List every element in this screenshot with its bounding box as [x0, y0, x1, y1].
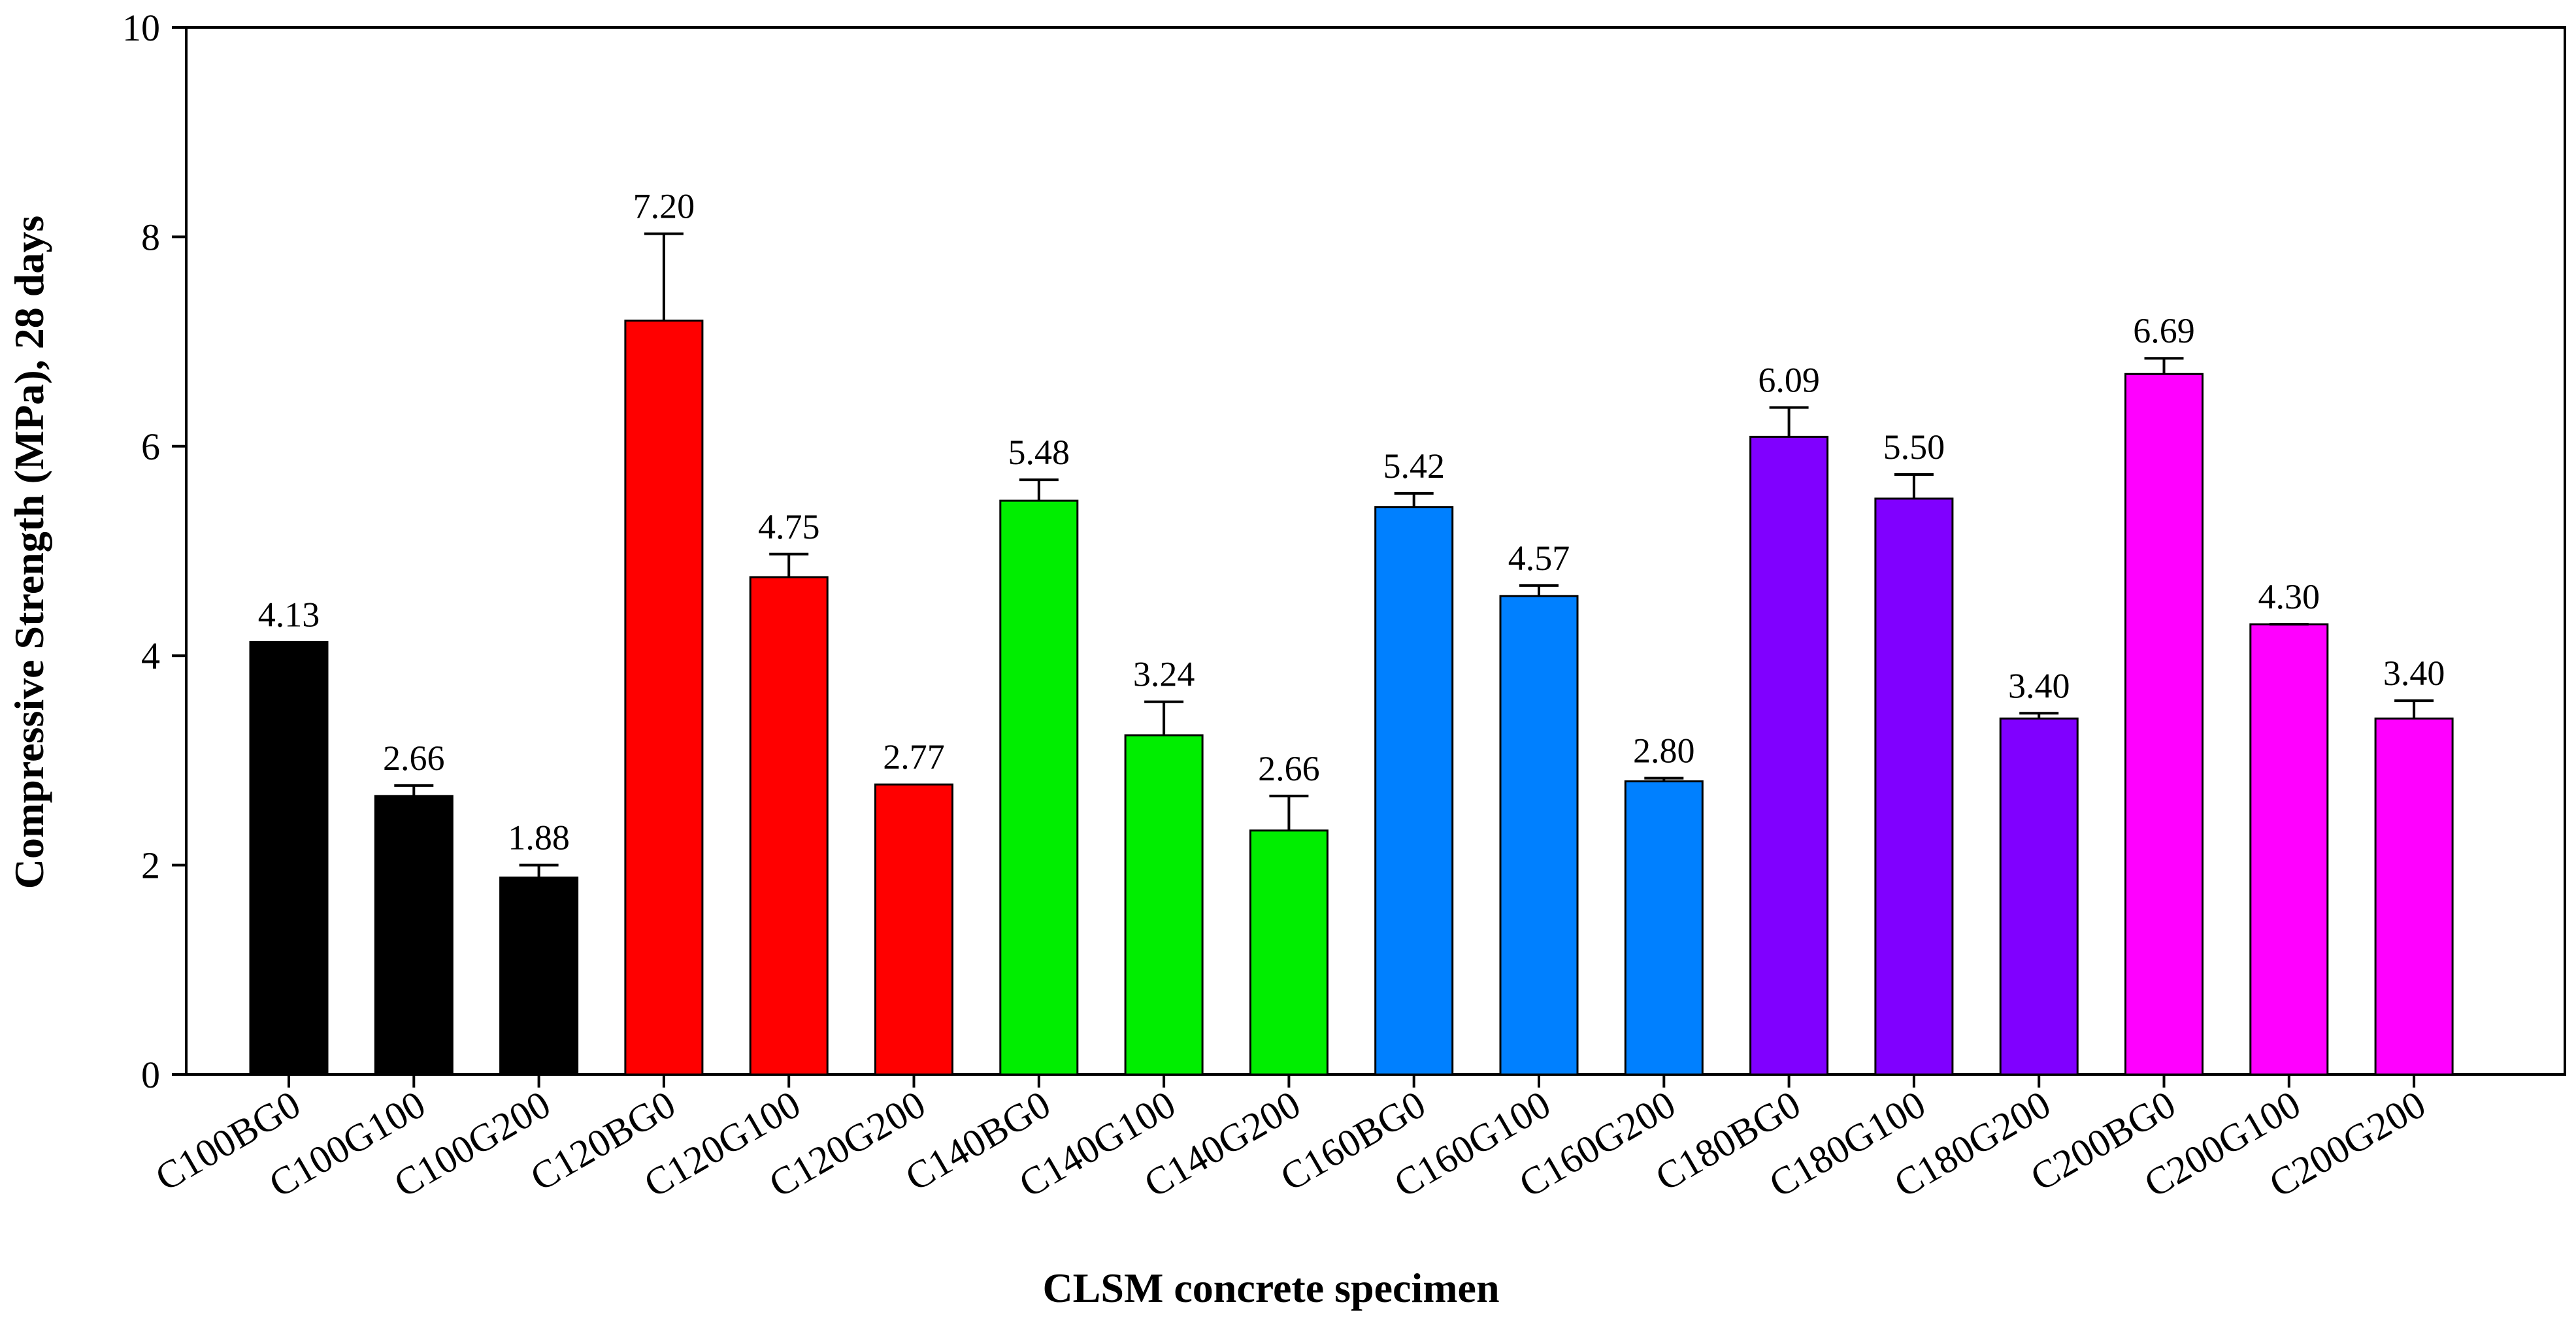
x-axis-title: CLSM concrete specimen [1042, 1265, 1499, 1311]
data-label-C160G100: 4.57 [1508, 539, 1570, 578]
y-tick-label: 6 [141, 425, 160, 468]
data-label-C140G200: 2.66 [1258, 749, 1320, 788]
bar-C200G200 [2374, 717, 2454, 1076]
data-label-C200G100: 4.30 [2258, 577, 2320, 616]
bar-C160G100 [1499, 595, 1579, 1076]
bar-C140G200 [1249, 829, 1329, 1076]
data-label-C120BG0: 7.20 [633, 187, 695, 226]
data-label-C180G100: 5.50 [1883, 427, 1945, 467]
bar-series [249, 320, 2454, 1076]
bar-C200BG0 [2124, 373, 2204, 1076]
data-label-C160BG0: 5.42 [1383, 446, 1445, 486]
data-label-C100G200: 1.88 [508, 818, 570, 857]
bar-C100BG0 [249, 641, 329, 1076]
bar-C180G200 [1999, 717, 2079, 1076]
y-tick-label: 0 [141, 1054, 160, 1096]
y-axis: 0 2 4 6 8 10 [122, 7, 186, 1096]
y-tick-label: 4 [141, 635, 160, 677]
y-axis-title: Compressive Strength (MPa), 28 days [6, 216, 52, 889]
data-label-C200G200: 3.40 [2383, 654, 2445, 693]
data-label-C180BG0: 6.09 [1758, 361, 1820, 400]
data-label-C140BG0: 5.48 [1008, 433, 1070, 472]
data-label-C100BG0: 4.13 [258, 595, 320, 634]
bar-C120BG0 [624, 320, 704, 1076]
y-tick-label: 8 [141, 216, 160, 258]
data-label-C200BG0: 6.69 [2133, 311, 2195, 350]
bar-C200G100 [2249, 623, 2329, 1076]
y-tick-label: 2 [141, 844, 160, 887]
x-axis: C100BG0C100G100C100G200C120BG0C120G100C1… [148, 1074, 2433, 1206]
bar-C180G100 [1874, 497, 1954, 1076]
data-label-C120G100: 4.75 [758, 507, 820, 546]
bar-C120G200 [874, 783, 953, 1076]
data-label-C160G200: 2.80 [1633, 731, 1695, 771]
bar-C120G100 [749, 576, 829, 1076]
bar-C160G200 [1624, 780, 1704, 1076]
data-label-C100G100: 2.66 [383, 739, 445, 778]
y-tick-label: 10 [122, 7, 160, 49]
bar-C160BG0 [1374, 506, 1454, 1076]
bar-C100G200 [499, 876, 579, 1076]
data-labels: 4.13 2.66 1.88 7.20 4.75 2.77 5.48 3.24 2.66 5.42… [258, 187, 2445, 857]
data-label-C180G200: 3.40 [2008, 666, 2070, 705]
bar-C100G100 [374, 795, 454, 1076]
bar-C140G100 [1124, 734, 1204, 1076]
bar-C180BG0 [1749, 435, 1829, 1076]
data-label-C120G200: 2.77 [883, 737, 945, 776]
bar-C140BG0 [999, 499, 1079, 1076]
data-label-C140G100: 3.24 [1133, 655, 1195, 694]
error-bars [394, 232, 2434, 878]
